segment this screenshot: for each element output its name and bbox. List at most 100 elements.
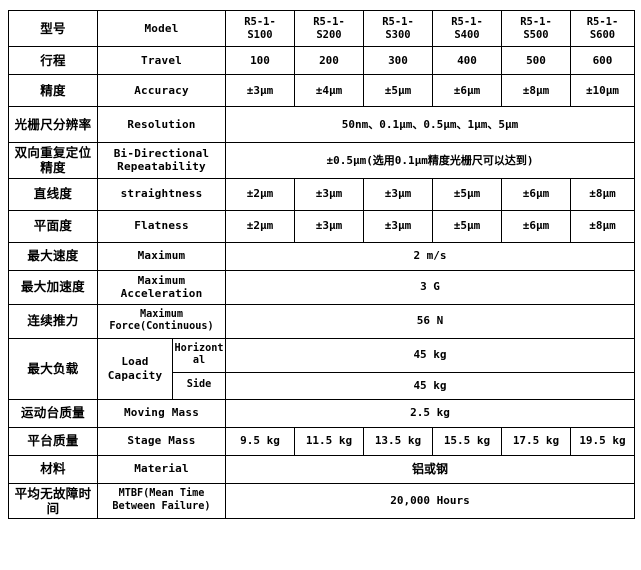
table-row-stage-mass: 平台质量 Stage Mass 9.5 kg 11.5 kg 13.5 kg 1… (8, 426, 635, 456)
row-label-cn-model: 型号 (8, 10, 98, 47)
accuracy-value-3: ±5μm (363, 74, 433, 107)
row-label-en-material: Material (97, 454, 226, 484)
model-line1-4: R5-1- (451, 15, 483, 28)
row-label-en-load-capacity: Load Capacity (97, 337, 173, 400)
row-label-en-continuous-force: Maximum Force(Continuous) (97, 303, 226, 339)
row-label-cn-repeatability: 双向重复定位 精度 (8, 142, 98, 179)
model-cell-2: R5-1- S200 (294, 10, 364, 47)
row-label-en-flatness: Flatness (97, 209, 226, 243)
row-label-en-straightness: straightness (97, 177, 226, 211)
row-label-en-model: Model (97, 10, 226, 47)
accuracy-value-4: ±6μm (432, 74, 502, 107)
table-row-model: 型号 Model R5-1- S100 R5-1- S200 R5-1- S30… (8, 10, 635, 47)
model-line1-5: R5-1- (520, 15, 552, 28)
row-label-cn-flatness: 平面度 (8, 209, 98, 243)
row-label-cn-travel: 行程 (8, 46, 98, 75)
model-line1-1: R5-1- (244, 15, 276, 28)
row-label-cn-moving-mass: 运动台质量 (8, 398, 98, 428)
accuracy-value-1: ±3μm (225, 74, 295, 107)
accuracy-value-5: ±8μm (501, 74, 571, 107)
repeatability-value: ±0.5μm(选用0.1μm精度光栅尺可以达到) (225, 142, 635, 179)
travel-value-6: 600 (570, 46, 635, 75)
row-label-cn-load-capacity: 最大负载 (8, 337, 98, 400)
stage-mass-value-5: 17.5 kg (501, 426, 571, 456)
travel-value-3: 300 (363, 46, 433, 75)
table-row-mtbf: 平均无故障时 间 MTBF(Mean Time Between Failure)… (8, 482, 635, 519)
max-acceleration-value: 3 G (225, 269, 635, 305)
stage-mass-value-4: 15.5 kg (432, 426, 502, 456)
straightness-value-1: ±2μm (225, 177, 295, 211)
model-line1-2: R5-1- (313, 15, 345, 28)
stage-mass-value-3: 13.5 kg (363, 426, 433, 456)
model-line2-6: S600 (589, 28, 616, 41)
model-cell-6: R5-1- S600 (570, 10, 635, 47)
load-capacity-en-line2: Capacity (107, 368, 163, 382)
stage-mass-value-2: 11.5 kg (294, 426, 364, 456)
model-cell-3: R5-1- S300 (363, 10, 433, 47)
stage-mass-value-1: 9.5 kg (225, 426, 295, 456)
table-row-accuracy: 精度 Accuracy ±3μm ±4μm ±5μm ±6μm ±8μm ±10… (8, 74, 635, 107)
model-line1-3: R5-1- (382, 15, 414, 28)
table-row-max-acceleration: 最大加速度 Maximum Acceleration 3 G (8, 269, 635, 305)
stage-mass-value-6: 19.5 kg (570, 426, 635, 456)
mtbf-cn-line1: 平均无故障时 (14, 485, 92, 501)
table-row-travel: 行程 Travel 100 200 300 400 500 600 (8, 46, 635, 75)
table-row-max-speed: 最大速度 Maximum 2 m/s (8, 241, 635, 271)
row-label-en-accuracy: Accuracy (97, 74, 226, 107)
accuracy-value-2: ±4μm (294, 74, 364, 107)
model-line2-2: S200 (316, 28, 342, 41)
straightness-value-2: ±3μm (294, 177, 364, 211)
row-label-en-resolution: Resolution (97, 106, 226, 143)
table-row-resolution: 光栅尺分辨率 Resolution 50nm、0.1μm、0.5μm、1μm、5… (8, 106, 635, 143)
travel-value-5: 500 (501, 46, 571, 75)
continuous-force-value: 56 N (225, 303, 635, 339)
row-label-en-max-speed: Maximum (97, 241, 226, 271)
model-line2-1: S100 (247, 28, 273, 41)
mtbf-en-line2: Between Failure) (112, 500, 211, 512)
specification-table: 型号 Model R5-1- S100 R5-1- S200 R5-1- S30… (8, 10, 635, 519)
load-capacity-sub-label-horizontal: Horizont al (172, 337, 226, 373)
table-row-flatness: 平面度 Flatness ±2μm ±3μm ±3μm ±5μm ±6μm ±8… (8, 209, 635, 243)
model-cell-1: R5-1- S100 (225, 10, 295, 47)
model-cell-4: R5-1- S400 (432, 10, 502, 47)
repeatability-en-line2: Repeatability (117, 160, 206, 174)
row-label-cn-mtbf: 平均无故障时 间 (8, 482, 98, 519)
row-label-en-mtbf: MTBF(Mean Time Between Failure) (97, 482, 226, 519)
straightness-value-3: ±3μm (363, 177, 433, 211)
flatness-value-2: ±3μm (294, 209, 364, 243)
flatness-value-1: ±2μm (225, 209, 295, 243)
table-row-moving-mass: 运动台质量 Moving Mass 2.5 kg (8, 398, 635, 428)
continuous-force-en-line2: Force(Continuous) (109, 321, 214, 332)
travel-value-1: 100 (225, 46, 295, 75)
row-label-cn-straightness: 直线度 (8, 177, 98, 211)
max-acceleration-en-line2: Acceleration (120, 287, 203, 300)
max-speed-value: 2 m/s (225, 241, 635, 271)
flatness-value-5: ±6μm (501, 209, 571, 243)
repeatability-cn-line1: 双向重复定位 (14, 145, 92, 160)
load-capacity-horizontal-value: 45 kg (225, 337, 635, 373)
row-label-cn-resolution: 光栅尺分辨率 (8, 106, 98, 143)
row-label-en-moving-mass: Moving Mass (97, 398, 226, 428)
resolution-value: 50nm、0.1μm、0.5μm、1μm、5μm (225, 106, 635, 143)
straightness-value-6: ±8μm (570, 177, 635, 211)
material-value: 铝或钢 (225, 454, 635, 484)
continuous-force-en-line1: Maximum (140, 308, 183, 320)
row-label-cn-max-speed: 最大速度 (8, 241, 98, 271)
straightness-value-4: ±5μm (432, 177, 502, 211)
model-line1-6: R5-1- (586, 15, 619, 28)
moving-mass-value: 2.5 kg (225, 398, 635, 428)
mtbf-cn-line2: 间 (46, 500, 60, 516)
straightness-value-5: ±6μm (501, 177, 571, 211)
table-row-material: 材料 Material 铝或钢 (8, 454, 635, 484)
load-capacity-en-line1: Load (121, 355, 149, 369)
model-line2-3: S300 (385, 28, 411, 41)
repeatability-cn-line2: 精度 (40, 160, 66, 176)
repeatability-en-line1: Bi-Directional (113, 146, 210, 160)
horizontal-label-line2: al (192, 355, 206, 366)
table-row-continuous-force: 连续推力 Maximum Force(Continuous) 56 N (8, 303, 635, 339)
accuracy-value-6: ±10μm (570, 74, 635, 107)
row-label-cn-stage-mass: 平台质量 (8, 426, 98, 456)
row-label-cn-material: 材料 (8, 454, 98, 484)
row-label-en-repeatability: Bi-Directional Repeatability (97, 142, 226, 179)
model-line2-5: S500 (523, 28, 549, 41)
